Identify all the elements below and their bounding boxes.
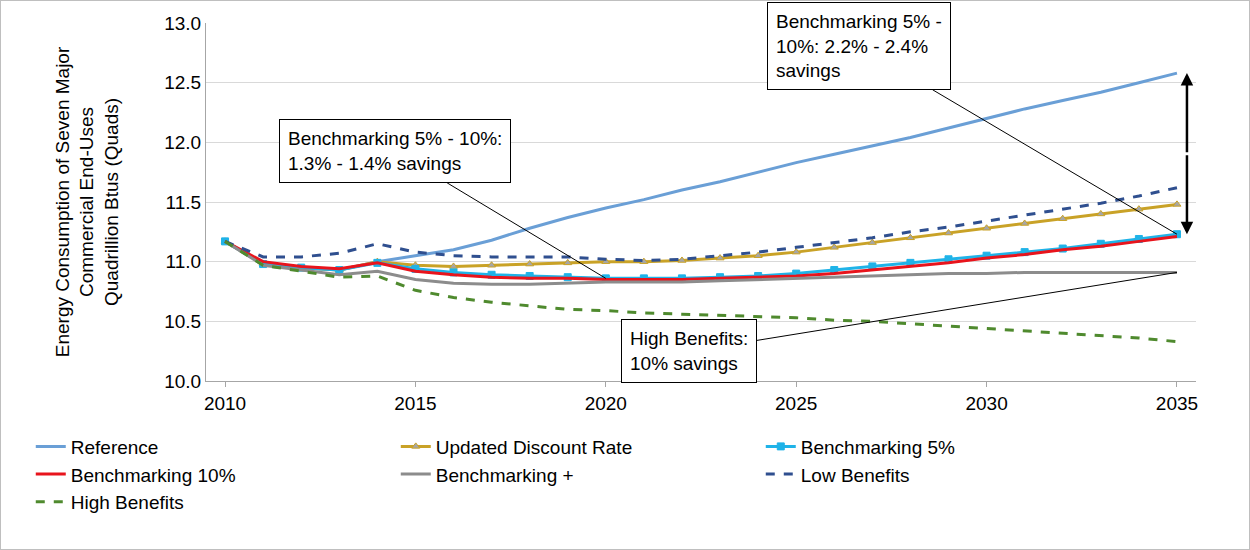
svg-text:Benchmarking 10%: Benchmarking 10% xyxy=(71,465,236,486)
svg-text:12.0: 12.0 xyxy=(164,132,201,153)
svg-text:Low Benefits: Low Benefits xyxy=(801,465,910,486)
svg-text:Benchmarking +: Benchmarking + xyxy=(436,465,574,486)
svg-text:10.5: 10.5 xyxy=(164,311,201,332)
svg-text:2015: 2015 xyxy=(394,393,436,414)
svg-text:11.5: 11.5 xyxy=(166,192,202,213)
svg-text:Benchmarking 5% -10%: 2.2% - 2: Benchmarking 5% -10%: 2.2% - 2.4%savings xyxy=(776,11,942,81)
svg-text:2020: 2020 xyxy=(585,393,627,414)
svg-text:2025: 2025 xyxy=(775,393,817,414)
svg-text:Benchmarking 5%: Benchmarking 5% xyxy=(801,437,955,458)
svg-text:Benchmarking 5% - 10%:1.3% - 1: Benchmarking 5% - 10%:1.3% - 1.4% saving… xyxy=(288,128,502,174)
svg-text:2035: 2035 xyxy=(1156,393,1198,414)
svg-text:12.5: 12.5 xyxy=(164,72,201,93)
svg-text:Energy Consumption of Seven Ma: Energy Consumption of Seven MajorCommerc… xyxy=(52,46,122,357)
svg-text:Reference: Reference xyxy=(71,437,159,458)
svg-text:11.0: 11.0 xyxy=(166,251,202,272)
svg-text:2030: 2030 xyxy=(965,393,1007,414)
svg-text:13.0: 13.0 xyxy=(164,13,201,34)
svg-text:High Benefits:10% savings: High Benefits:10% savings xyxy=(630,328,748,374)
svg-text:10.0: 10.0 xyxy=(164,371,201,392)
svg-text:2010: 2010 xyxy=(204,393,246,414)
svg-text:High Benefits: High Benefits xyxy=(71,492,184,513)
svg-text:Updated Discount Rate: Updated Discount Rate xyxy=(436,437,632,458)
